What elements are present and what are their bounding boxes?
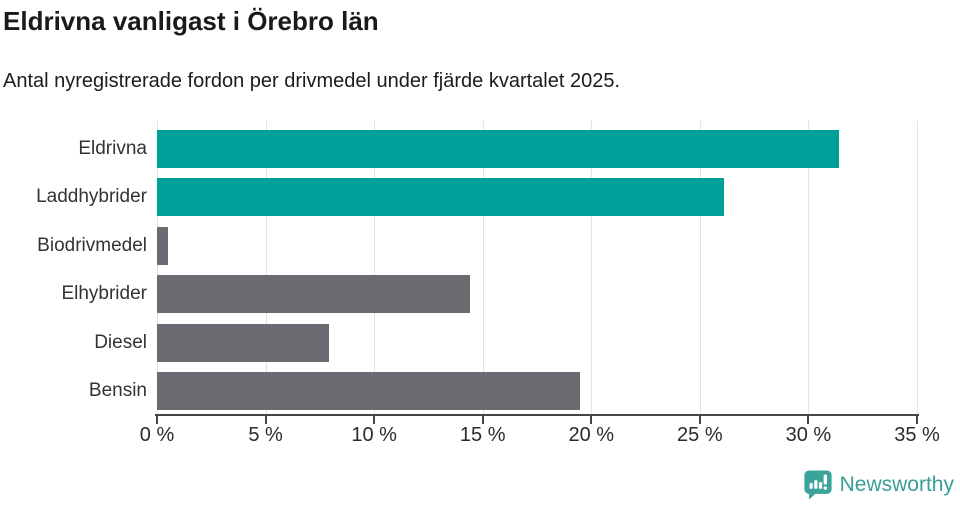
plot-area xyxy=(157,121,918,414)
tick-mark-30 xyxy=(807,416,810,424)
tick-label-10: 10 % xyxy=(351,424,397,446)
tick-mark-15 xyxy=(481,416,484,424)
gridline-15 xyxy=(482,121,484,414)
category-label-biodrivmedel: Biodrivmedel xyxy=(37,234,147,256)
bar-diesel xyxy=(157,323,329,362)
tick-mark-20 xyxy=(590,416,593,424)
gridline-0 xyxy=(157,121,158,414)
bar-bensin xyxy=(157,372,581,410)
x-axis-line xyxy=(155,414,919,416)
newsworthy-logo-text: Newsworthy xyxy=(839,472,954,496)
bar-eldrivna xyxy=(157,130,839,168)
tick-mark-0 xyxy=(156,416,158,424)
gridline-25 xyxy=(699,121,701,414)
gridline-5 xyxy=(265,121,267,414)
tick-mark-5 xyxy=(264,416,267,424)
tick-label-0: 0 % xyxy=(139,424,175,446)
category-label-laddhybrider: Laddhybrider xyxy=(36,186,147,208)
tick-label-5: 5 % xyxy=(248,424,283,446)
newsworthy-icon xyxy=(804,470,832,500)
gridline-10 xyxy=(374,121,376,414)
newsworthy-logo: Newsworthy xyxy=(803,469,954,500)
category-label-eldrivna: Eldrivna xyxy=(78,138,147,159)
tick-label-25: 25 % xyxy=(677,424,723,446)
gridline-20 xyxy=(591,121,593,414)
tick-label-35: 35 % xyxy=(894,424,940,446)
tick-mark-10 xyxy=(373,416,376,424)
tick-mark-25 xyxy=(698,416,701,424)
tick-label-15: 15 % xyxy=(459,424,506,446)
category-label-bensin: Bensin xyxy=(88,380,147,401)
gridline-30 xyxy=(808,121,810,414)
tick-mark-35 xyxy=(916,416,918,424)
tick-label-20: 20 % xyxy=(568,424,615,446)
tick-label-30: 30 % xyxy=(785,424,832,446)
category-label-diesel: Diesel xyxy=(94,331,147,353)
chart-subtitle: Antal nyregistrerade fordon per drivmede… xyxy=(3,70,621,92)
bar-biodrivmedel xyxy=(157,226,168,265)
category-label-elhybrider: Elhybrider xyxy=(61,283,147,305)
gridline-35 xyxy=(917,121,918,414)
bar-laddhybrider xyxy=(157,178,724,217)
chart-title: Eldrivna vanligast i Örebro län xyxy=(3,6,379,36)
bar-elhybrider xyxy=(157,275,470,314)
